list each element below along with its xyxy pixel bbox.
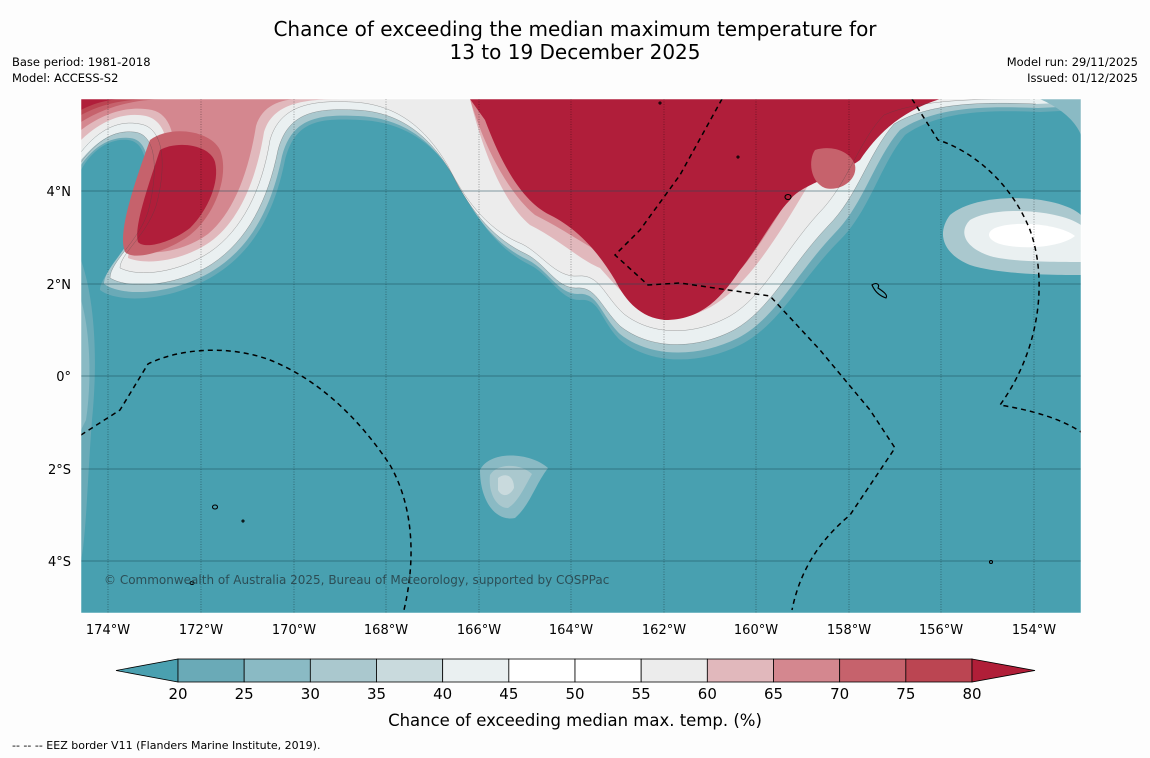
lat-label: 2°S bbox=[48, 463, 71, 478]
issued-date: Issued: 01/12/2025 bbox=[1027, 71, 1138, 85]
colorbar-bin bbox=[309, 658, 377, 683]
east-pale-patch bbox=[942, 99, 1081, 275]
west-edge-anomaly bbox=[81, 260, 95, 560]
map-frame bbox=[80, 98, 1082, 614]
colorbar-tick-label: 35 bbox=[367, 685, 386, 703]
colorbar-bin bbox=[442, 658, 510, 683]
model-name: Model: ACCESS-S2 bbox=[12, 71, 119, 85]
islands bbox=[189, 101, 994, 586]
colorbar-bin bbox=[905, 658, 973, 683]
lon-label: 156°W bbox=[919, 623, 963, 638]
base-period: Base period: 1981-2018 bbox=[12, 55, 151, 69]
lon-label: 172°W bbox=[179, 623, 223, 638]
colorbar-tick-label: 30 bbox=[301, 685, 320, 703]
lon-label: 166°W bbox=[457, 623, 501, 638]
colorbar-bin bbox=[376, 658, 444, 683]
island bbox=[658, 101, 662, 105]
colorbar-tick-label: 80 bbox=[962, 685, 981, 703]
colorbar-bin bbox=[243, 658, 311, 683]
colorbar-extend-low bbox=[115, 658, 179, 683]
colorbar-tick-label: 40 bbox=[433, 685, 452, 703]
colorbar-bin bbox=[177, 658, 245, 683]
colorbar-tick-label: 65 bbox=[764, 685, 783, 703]
eez-borders bbox=[81, 99, 1081, 611]
island bbox=[211, 504, 219, 510]
graticule bbox=[107, 99, 1035, 613]
colorbar-tick-label: 55 bbox=[632, 685, 651, 703]
colorbar-bin bbox=[773, 658, 841, 683]
lon-label: 154°W bbox=[1012, 623, 1056, 638]
colorbar-bin bbox=[640, 658, 708, 683]
south-pale-patch bbox=[480, 455, 548, 519]
colorbar-tick-labels: 20 25 30 35 40 45 50 55 60 65 70 75 80 bbox=[168, 685, 981, 703]
island bbox=[736, 155, 740, 159]
lat-label: 2°N bbox=[47, 278, 72, 293]
longitude-labels: 174°W 172°W 170°W 168°W 166°W 164°W 162°… bbox=[86, 623, 1056, 638]
map-panel: © Commonwealth of Australia 2025, Bureau… bbox=[81, 99, 1081, 613]
title-line-1: Chance of exceeding the median maximum t… bbox=[273, 17, 877, 41]
meta-right: Model run: 29/11/2025 Issued: 01/12/2025 bbox=[1007, 54, 1138, 86]
colorbar-tick-label: 45 bbox=[499, 685, 518, 703]
colorbar-tick-label: 75 bbox=[896, 685, 915, 703]
warm-anomaly-region bbox=[81, 99, 1081, 360]
lat-label: 0° bbox=[56, 370, 71, 385]
lat-label: 4°S bbox=[48, 555, 71, 570]
colorbar-title: Chance of exceeding median max. temp. (%… bbox=[388, 711, 762, 730]
colorbar-bin bbox=[706, 658, 774, 683]
colorbar-bin bbox=[508, 658, 576, 683]
lon-label: 168°W bbox=[364, 623, 408, 638]
lon-label: 158°W bbox=[827, 623, 871, 638]
latitude-lines bbox=[81, 190, 1081, 562]
colorbar-tick-label: 70 bbox=[830, 685, 849, 703]
island bbox=[871, 283, 888, 299]
model-run: Model run: 29/11/2025 bbox=[1006, 55, 1138, 69]
lon-label: 164°W bbox=[549, 623, 593, 638]
latitude-labels: 4°N 2°N 0° 2°S 4°S bbox=[47, 185, 72, 570]
lon-label: 174°W bbox=[86, 623, 130, 638]
lat-label: 4°N bbox=[47, 185, 72, 200]
map-title: Chance of exceeding the median maximum t… bbox=[0, 18, 1150, 64]
colorbar-bin bbox=[574, 658, 642, 683]
contour-lines bbox=[81, 99, 1037, 345]
colorbar-tick-label: 60 bbox=[698, 685, 717, 703]
colorbar-tick-label: 50 bbox=[565, 685, 584, 703]
colorbar-tick-label: 25 bbox=[235, 685, 254, 703]
lon-label: 170°W bbox=[272, 623, 316, 638]
island bbox=[189, 580, 195, 586]
island bbox=[988, 559, 994, 565]
colorbar-extend-high bbox=[971, 658, 1036, 683]
island bbox=[784, 193, 792, 201]
colorbar bbox=[115, 658, 1036, 683]
colorbar-bin bbox=[839, 658, 907, 683]
copyright-text: © Commonwealth of Australia 2025, Bureau… bbox=[104, 573, 609, 587]
meta-left: Base period: 1981-2018 Model: ACCESS-S2 bbox=[12, 54, 151, 86]
title-line-2: 13 to 19 December 2025 bbox=[449, 40, 701, 64]
colorbar-tick-label: 20 bbox=[168, 685, 187, 703]
lon-label: 162°W bbox=[642, 623, 686, 638]
lon-label: 160°W bbox=[734, 623, 778, 638]
footnote: -- -- -- EEZ border V11 (Flanders Marine… bbox=[12, 739, 321, 752]
island bbox=[241, 519, 245, 523]
